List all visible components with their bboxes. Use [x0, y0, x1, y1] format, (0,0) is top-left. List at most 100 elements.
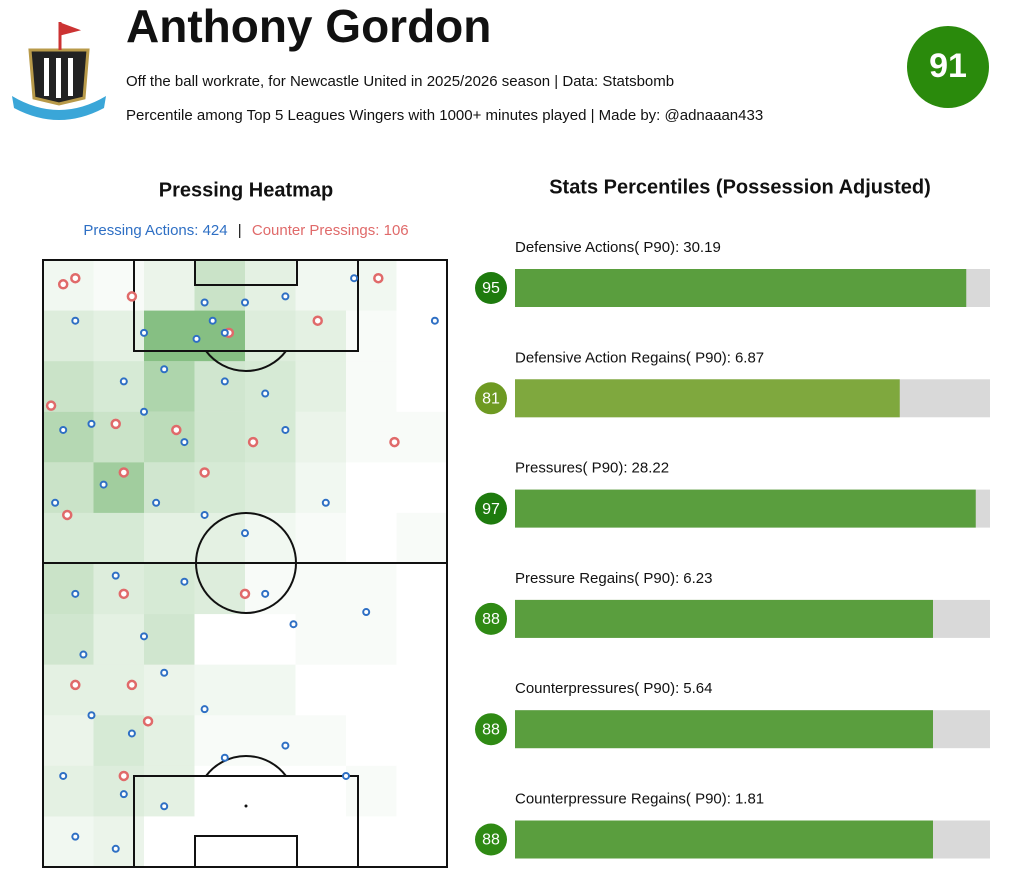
stat-label: Pressure Regains( P90): 6.23	[515, 570, 712, 587]
counter-point	[247, 436, 259, 448]
pressing-point	[208, 316, 217, 325]
pressing-point	[99, 480, 108, 489]
heatmap-cell	[346, 614, 397, 665]
stat-name: Defensive Action Regains( P90):	[515, 349, 731, 366]
pressing-point	[51, 498, 60, 507]
heatmap-cell	[144, 260, 195, 311]
percentile-badge	[475, 602, 507, 635]
bar	[515, 820, 933, 859]
heatmap-cell	[245, 664, 296, 716]
percentile-label: 88	[482, 611, 500, 628]
heatmap-cell	[245, 512, 296, 564]
pressing-point	[111, 571, 120, 580]
legend-counter-count: 106	[384, 222, 409, 239]
pressing-point	[350, 274, 359, 283]
heatmap-cell	[194, 411, 245, 463]
heatmap-cell	[144, 563, 195, 615]
heatmap-cell	[43, 563, 94, 615]
heatmap-cell	[245, 614, 296, 665]
counter-point	[239, 588, 251, 600]
percentile-badge	[475, 382, 507, 415]
pressing-point	[220, 753, 229, 762]
counter-point	[312, 315, 323, 326]
heatmap-cell	[144, 816, 195, 867]
heatmap-cell	[43, 765, 94, 817]
legend-counter: Counter Pressings:	[252, 222, 380, 239]
heatmap-cell	[295, 462, 346, 513]
heatmap-cell	[296, 665, 347, 716]
pressing-point	[71, 316, 80, 325]
heatmap-cell	[397, 311, 448, 362]
counter-point	[126, 291, 138, 302]
counter-point	[57, 279, 69, 290]
heatmap-cell	[397, 766, 448, 817]
heatmap-cell	[346, 361, 397, 412]
heatmap-cell	[296, 513, 347, 564]
heatmap-cell	[245, 361, 296, 412]
heatmap-cell	[43, 462, 94, 513]
stat-name: Pressures( P90):	[515, 460, 628, 477]
heatmap-cell	[245, 310, 296, 362]
pressing-point	[160, 668, 169, 677]
pressing-point	[321, 498, 330, 507]
heatmap-cells	[43, 260, 448, 867]
pressing-point	[220, 377, 229, 386]
heatmap-cell	[346, 260, 397, 311]
bar	[515, 599, 933, 638]
heatmap-title: Pressing Heatmap	[159, 179, 334, 201]
pressing-point	[87, 419, 96, 428]
pressing-point	[152, 498, 161, 507]
pressing-point	[281, 425, 290, 434]
heatmap-cell	[397, 412, 448, 463]
heatmap-cell	[346, 665, 397, 716]
bar	[515, 379, 900, 418]
heatmap-cell	[93, 816, 144, 867]
heatmap-cell	[346, 715, 397, 766]
heatmap-cell	[295, 361, 346, 412]
legend-pressing-count: 424	[203, 222, 228, 239]
heatmap-cell	[296, 766, 347, 817]
heatmap-cell	[194, 361, 245, 412]
subtitle: Off the ball workrate, for Newcastle Uni…	[126, 73, 674, 90]
pressing-point	[111, 844, 120, 853]
heatmap-cell	[296, 614, 347, 665]
heatmap-cell	[397, 513, 448, 564]
stat-name: Defensive Actions( P90):	[515, 239, 679, 256]
legend: Pressing Actions: 424 | Counter Pressing…	[83, 222, 408, 239]
heatmap-cell	[296, 715, 347, 766]
percentile-label: 88	[482, 721, 500, 738]
stat-value: 6.87	[735, 349, 764, 366]
stats-bars: Defensive Actions( P90): 30.19 95 Defensive…	[475, 239, 990, 859]
stat-label: Counterpressures( P90): 5.64	[515, 680, 712, 697]
pressing-point	[241, 298, 249, 307]
heatmap-cell	[195, 766, 246, 817]
pressing-point	[200, 298, 209, 307]
pressing-point	[342, 771, 350, 780]
heatmap-cell	[296, 816, 347, 867]
pressing-point	[200, 705, 209, 714]
pressing-point	[59, 771, 68, 780]
heatmap-cell	[397, 462, 448, 513]
pressing-point	[192, 334, 201, 343]
stat-name: Counterpressure Regains( P90):	[515, 790, 731, 807]
heatmap-cell	[194, 310, 245, 362]
heatmap-cell	[43, 715, 94, 766]
counter-point	[118, 467, 130, 478]
pressing-point	[281, 741, 290, 750]
pressing-point	[140, 407, 148, 416]
heatmap-cell	[43, 664, 94, 716]
stat-value: 30.19	[683, 239, 721, 256]
heatmap-cell	[93, 765, 144, 817]
heatmap-cell	[94, 260, 145, 311]
note: Percentile among Top 5 Leagues Wingers w…	[126, 107, 763, 124]
bar	[515, 710, 933, 749]
pressing-point	[261, 389, 270, 398]
stat-value: 5.64	[683, 680, 712, 697]
heatmap-cell	[346, 513, 397, 564]
bar	[515, 489, 976, 528]
stat-name: Pressure Regains( P90):	[515, 570, 679, 587]
heatmap-cell	[245, 715, 296, 766]
heatmap-cell	[93, 310, 144, 362]
